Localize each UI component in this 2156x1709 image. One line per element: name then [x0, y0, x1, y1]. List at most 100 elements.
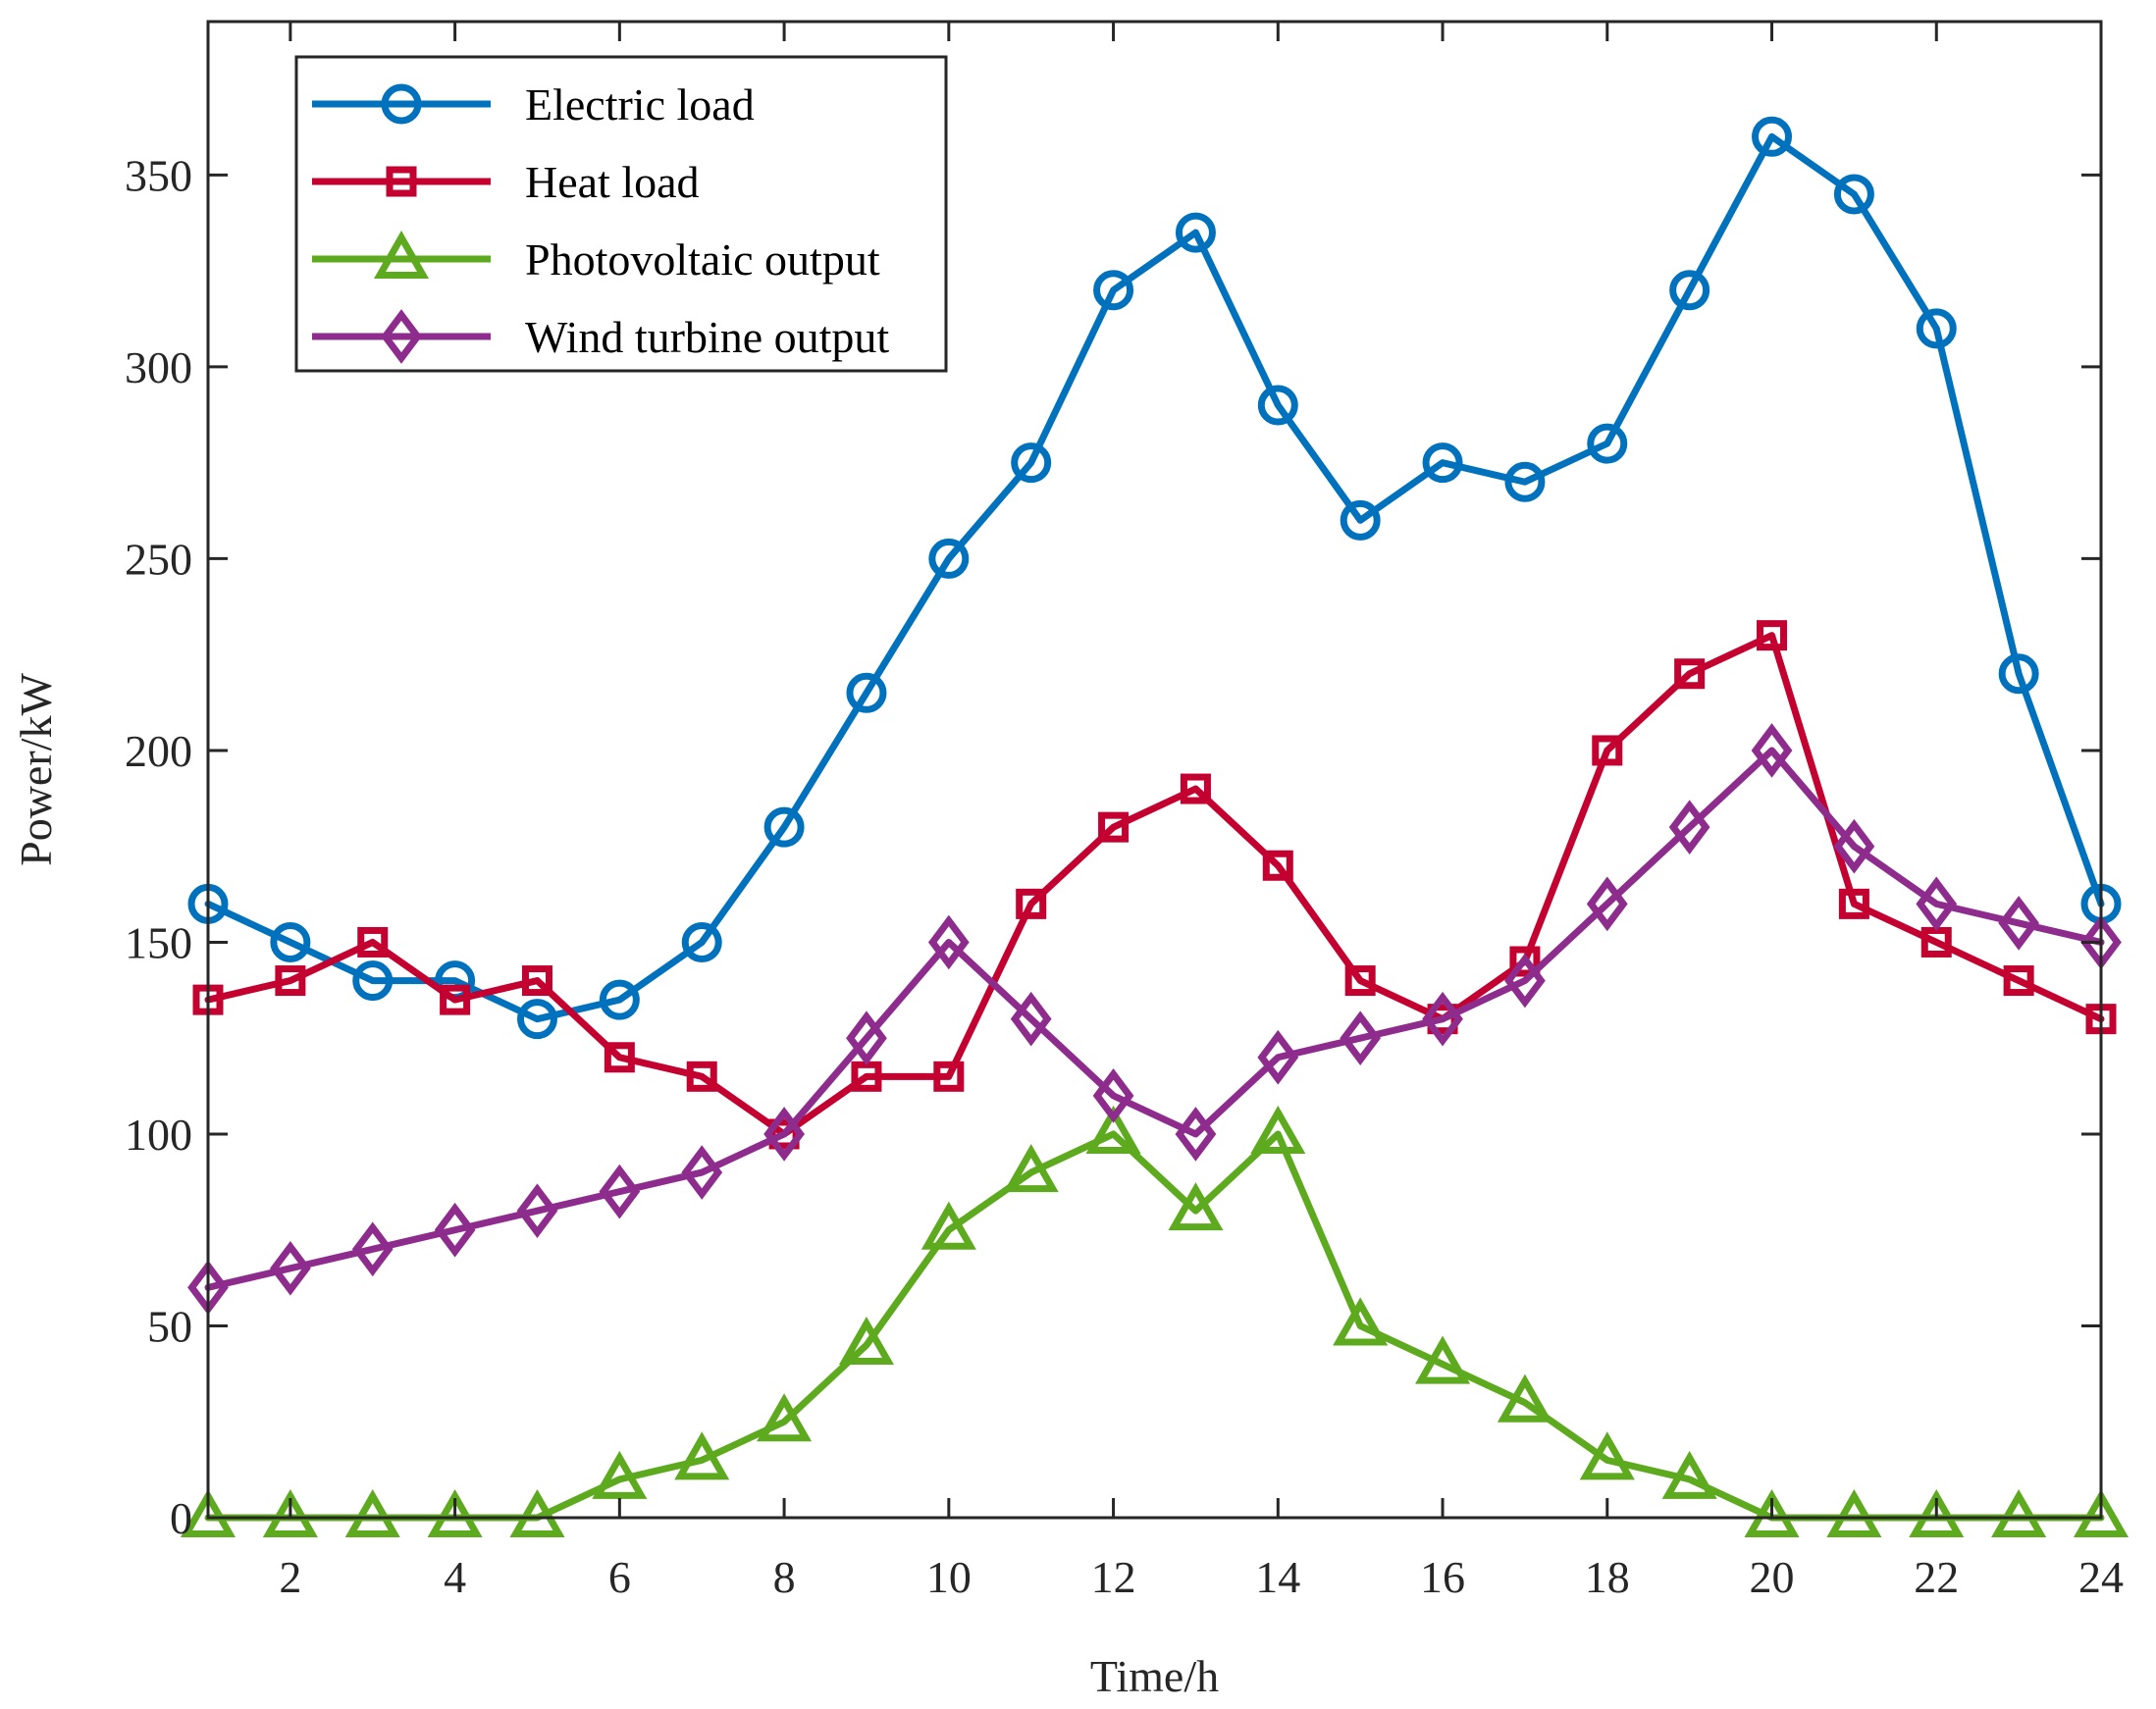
- data-point-wind-turbine-output: [1257, 1029, 1299, 1085]
- x-tick-label: 8: [773, 1552, 796, 1602]
- data-point-electric-load: [599, 979, 640, 1020]
- data-point-electric-load: [1504, 461, 1546, 502]
- data-point-electric-load: [516, 999, 557, 1040]
- data-point-electric-load: [1257, 385, 1298, 426]
- data-point-electric-load: [1669, 270, 1710, 311]
- data-point-wind-turbine-output: [1175, 1107, 1217, 1162]
- data-point-wind-turbine-output: [351, 1221, 394, 1277]
- legend-swatch-marker: [381, 83, 422, 125]
- x-tick-label: 16: [1420, 1552, 1465, 1602]
- data-point-photovoltaic-output: [2073, 1488, 2130, 1537]
- data-point-electric-load: [1916, 308, 1957, 349]
- data-point-heat-load: [1674, 658, 1706, 690]
- y-tick-label: 150: [125, 917, 192, 967]
- data-point-heat-load: [1757, 620, 1788, 651]
- data-point-wind-turbine-output: [599, 1164, 641, 1219]
- data-point-heat-load: [2003, 965, 2034, 997]
- data-point-photovoltaic-output: [262, 1488, 318, 1537]
- data-point-wind-turbine-output: [1668, 800, 1710, 854]
- data-point-photovoltaic-output: [1991, 1488, 2047, 1537]
- x-tick-label: 20: [1750, 1552, 1795, 1602]
- data-point-photovoltaic-output: [1661, 1450, 1717, 1499]
- y-tick-label: 50: [147, 1301, 192, 1351]
- data-point-photovoltaic-output: [1415, 1335, 1471, 1384]
- data-point-electric-load: [352, 960, 394, 1002]
- data-point-wind-turbine-output: [1340, 1010, 1382, 1066]
- data-point-photovoltaic-output: [757, 1393, 813, 1442]
- x-tick-label: 24: [2078, 1552, 2124, 1602]
- legend-item-wind-turbine-output: Wind turbine output: [312, 309, 889, 364]
- data-point-heat-load: [521, 965, 552, 997]
- legend-label: Heat load: [525, 157, 700, 207]
- legend-label: Electric load: [525, 79, 755, 129]
- x-tick-label: 22: [1914, 1552, 1959, 1602]
- data-point-electric-load: [1998, 653, 2039, 695]
- x-tick-label: 14: [1255, 1552, 1300, 1602]
- data-point-electric-load: [1093, 270, 1134, 311]
- data-point-photovoltaic-output: [1497, 1373, 1552, 1423]
- data-point-photovoltaic-output: [1003, 1144, 1059, 1193]
- data-point-wind-turbine-output: [1504, 953, 1546, 1009]
- data-point-photovoltaic-output: [1085, 1105, 1141, 1154]
- data-point-electric-load: [1752, 116, 1793, 157]
- x-tick-label: 12: [1091, 1552, 1136, 1602]
- data-point-heat-load: [933, 1061, 965, 1092]
- plot-frame: [206, 20, 2103, 1520]
- legend-item-photovoltaic-output: Photovoltaic output: [312, 230, 880, 285]
- data-point-electric-load: [1833, 174, 1874, 215]
- y-tick-label: 350: [125, 150, 192, 200]
- data-point-electric-load: [763, 806, 805, 848]
- data-point-photovoltaic-output: [427, 1488, 483, 1537]
- data-point-heat-load: [768, 1118, 800, 1150]
- data-point-wind-turbine-output: [927, 914, 970, 970]
- data-point-heat-load: [1838, 888, 1869, 919]
- data-point-wind-turbine-output: [681, 1145, 723, 1200]
- data-point-photovoltaic-output: [1744, 1488, 1800, 1537]
- data-point-photovoltaic-output: [592, 1450, 648, 1499]
- data-point-photovoltaic-output: [180, 1488, 237, 1537]
- data-point-electric-load: [1587, 423, 1628, 464]
- data-point-wind-turbine-output: [846, 1010, 887, 1066]
- legend: Electric load Heat load Photovoltaic outpu…: [294, 55, 948, 373]
- data-point-photovoltaic-output: [674, 1431, 730, 1480]
- data-point-wind-turbine-output: [1092, 1068, 1134, 1123]
- data-point-photovoltaic-output: [509, 1488, 565, 1537]
- y-tick-label: 0: [170, 1493, 192, 1543]
- data-point-heat-load: [1592, 735, 1623, 766]
- data-point-photovoltaic-output: [1168, 1182, 1224, 1231]
- legend-item-electric-load: Electric load: [312, 79, 755, 129]
- data-point-heat-load: [275, 965, 306, 997]
- legend-label: Photovoltaic output: [525, 234, 880, 285]
- legend-item-heat-load: Heat load: [312, 157, 700, 207]
- data-point-electric-load: [1175, 212, 1216, 253]
- data-point-electric-load: [1011, 442, 1052, 484]
- data-point-heat-load: [604, 1042, 635, 1073]
- data-point-wind-turbine-output: [1833, 818, 1875, 874]
- data-point-photovoltaic-output: [838, 1316, 894, 1366]
- y-axis-title: Power/kW: [11, 673, 61, 866]
- series-wind-turbine-output: [187, 723, 2122, 1316]
- data-point-wind-turbine-output: [1998, 896, 2040, 951]
- data-point-electric-load: [270, 921, 311, 962]
- legend-swatch-marker: [386, 166, 417, 197]
- data-point-photovoltaic-output: [1826, 1488, 1882, 1537]
- data-point-wind-turbine-output: [1916, 876, 1958, 932]
- data-point-wind-turbine-output: [1010, 991, 1052, 1047]
- x-tick-label: 10: [926, 1552, 972, 1602]
- data-point-heat-load: [1098, 811, 1130, 843]
- y-tick-label: 300: [125, 342, 192, 392]
- data-point-electric-load: [1422, 442, 1463, 484]
- data-point-heat-load: [1509, 946, 1541, 977]
- x-tick-label: 6: [608, 1552, 631, 1602]
- data-point-electric-load: [846, 672, 887, 713]
- y-tick-label: 100: [125, 1110, 192, 1160]
- data-point-wind-turbine-output: [434, 1202, 476, 1258]
- data-point-wind-turbine-output: [516, 1183, 558, 1239]
- data-point-photovoltaic-output: [1333, 1297, 1389, 1346]
- data-point-heat-load: [1180, 773, 1211, 804]
- legend-swatch-marker: [381, 309, 422, 364]
- data-point-photovoltaic-output: [344, 1488, 400, 1537]
- legend-swatch-marker: [373, 230, 430, 279]
